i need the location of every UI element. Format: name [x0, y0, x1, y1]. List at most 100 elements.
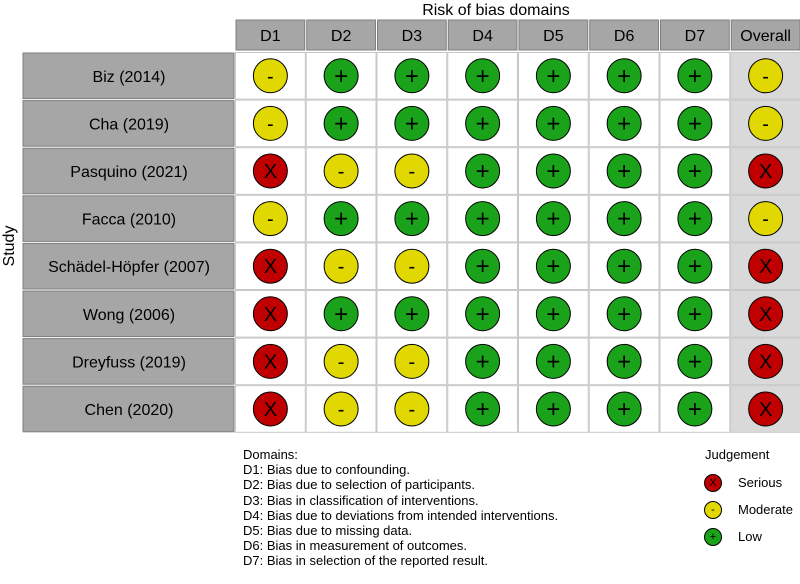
column-header: D3 [402, 28, 423, 45]
study-label: Biz (2014) [93, 69, 166, 86]
judgement-symbol: X [759, 399, 772, 421]
moderate-judgement-marker [323, 248, 359, 284]
domains-key-heading: Domains: [243, 447, 298, 462]
low-judgement-marker [677, 58, 713, 94]
column-header-bg [235, 19, 306, 51]
column-header-bg [377, 19, 447, 51]
judgement-symbol: + [334, 110, 348, 137]
column-header-bg [589, 19, 659, 51]
low-judgement-marker [677, 296, 713, 332]
judgement-symbol: + [546, 396, 560, 423]
moderate-judgement-marker [394, 343, 430, 379]
judgement-symbol: - [762, 113, 769, 135]
serious-judgement-marker [252, 153, 288, 189]
study-label-bg [22, 52, 235, 100]
serious-judgement-marker [252, 343, 288, 379]
study-label: Wong (2006) [83, 307, 175, 324]
column-header-bg [447, 19, 518, 51]
judgement-symbol: + [405, 206, 419, 233]
judgement-symbol: - [409, 399, 416, 421]
low-judgement-marker [465, 296, 501, 332]
judgement-symbol: + [476, 110, 490, 137]
low-judgement-marker [394, 296, 430, 332]
judgement-symbol: + [546, 301, 560, 328]
study-label-bg [22, 385, 235, 433]
low-judgement-marker [677, 343, 713, 379]
serious-judgement-marker [748, 296, 784, 332]
judgement-symbol: + [617, 253, 631, 280]
moderate-judgement-marker [748, 105, 784, 141]
domains-key: Domains: D1: Bias due to confounding. D2… [243, 447, 558, 569]
judgement-symbol: + [546, 253, 560, 280]
judgement-symbol: + [476, 158, 490, 185]
legend-label-serious: Serious [738, 475, 783, 490]
judgement-symbol: + [688, 110, 702, 137]
low-judgement-marker [465, 248, 501, 284]
judgement-symbol: - [338, 161, 345, 183]
legend-title: Judgement [705, 447, 770, 462]
judgement-symbol: + [546, 348, 560, 375]
column-header: D4 [472, 28, 493, 45]
study-label-bg [22, 242, 235, 290]
judgement-symbol: - [762, 209, 769, 231]
column-header-bg [660, 19, 730, 51]
judgement-symbol: + [688, 396, 702, 423]
serious-judgement-marker [252, 296, 288, 332]
serious-judgement-marker [748, 153, 784, 189]
moderate-judgement-marker [394, 153, 430, 189]
judgement-symbol: + [476, 301, 490, 328]
serious-judgement-marker [252, 391, 288, 427]
moderate-judgement-marker [252, 105, 288, 141]
judgement-symbol: + [688, 301, 702, 328]
serious-judgement-marker [748, 343, 784, 379]
legend-item-moderate: - Moderate [704, 501, 800, 521]
column-header-bg [730, 19, 800, 51]
moderate-judgement-marker [323, 343, 359, 379]
column-header: D1 [260, 28, 281, 45]
low-judgement-marker [465, 105, 501, 141]
moderate-judgement-marker [323, 153, 359, 189]
judgement-symbol: - [338, 256, 345, 278]
chart-title: Risk of bias domains [422, 2, 570, 19]
low-judgement-marker [677, 248, 713, 284]
domain-key-d1: D1: Bias due to confounding. [243, 462, 410, 478]
column-header: D6 [614, 28, 635, 45]
judgement-symbol: - [409, 256, 416, 278]
low-judgement-marker [465, 343, 501, 379]
judgement-symbol: + [405, 63, 419, 90]
judgement-symbol: - [338, 351, 345, 373]
moderate-judgement-marker [748, 201, 784, 237]
domain-key-d7: D7: Bias in selection of the reported re… [243, 553, 488, 569]
low-judgement-marker [606, 343, 642, 379]
low-judgement-marker [606, 296, 642, 332]
judgement-symbol: + [476, 396, 490, 423]
judgement-symbol: - [409, 161, 416, 183]
study-label: Schädel-Höpfer (2007) [48, 259, 210, 276]
judgement-symbol: + [476, 253, 490, 280]
judgement-symbol: X [264, 256, 277, 278]
judgement-symbol: + [617, 301, 631, 328]
judgement-symbol: - [267, 113, 274, 135]
legend-label-low: Low [738, 529, 762, 544]
judgement-symbol: + [546, 206, 560, 233]
moderate-judgement-marker [252, 58, 288, 94]
low-judgement-marker [535, 248, 571, 284]
low-judgement-marker [323, 105, 359, 141]
low-judgement-marker [535, 391, 571, 427]
low-judgement-marker [606, 58, 642, 94]
serious-symbol-icon: X [704, 474, 722, 492]
study-label: Dreyfuss (2019) [72, 354, 186, 371]
low-judgement-marker [535, 343, 571, 379]
low-judgement-marker [394, 105, 430, 141]
low-judgement-marker [535, 201, 571, 237]
y-axis-label: Study [1, 226, 18, 267]
judgement-symbol: + [688, 63, 702, 90]
judgement-symbol: + [334, 63, 348, 90]
judgement-symbol: X [264, 161, 277, 183]
judgement-symbol: + [546, 110, 560, 137]
judgement-symbol: - [409, 351, 416, 373]
judgement-symbol: - [762, 66, 769, 88]
serious-judgement-marker [748, 391, 784, 427]
study-label: Chen (2020) [85, 402, 174, 419]
low-judgement-marker [394, 201, 430, 237]
